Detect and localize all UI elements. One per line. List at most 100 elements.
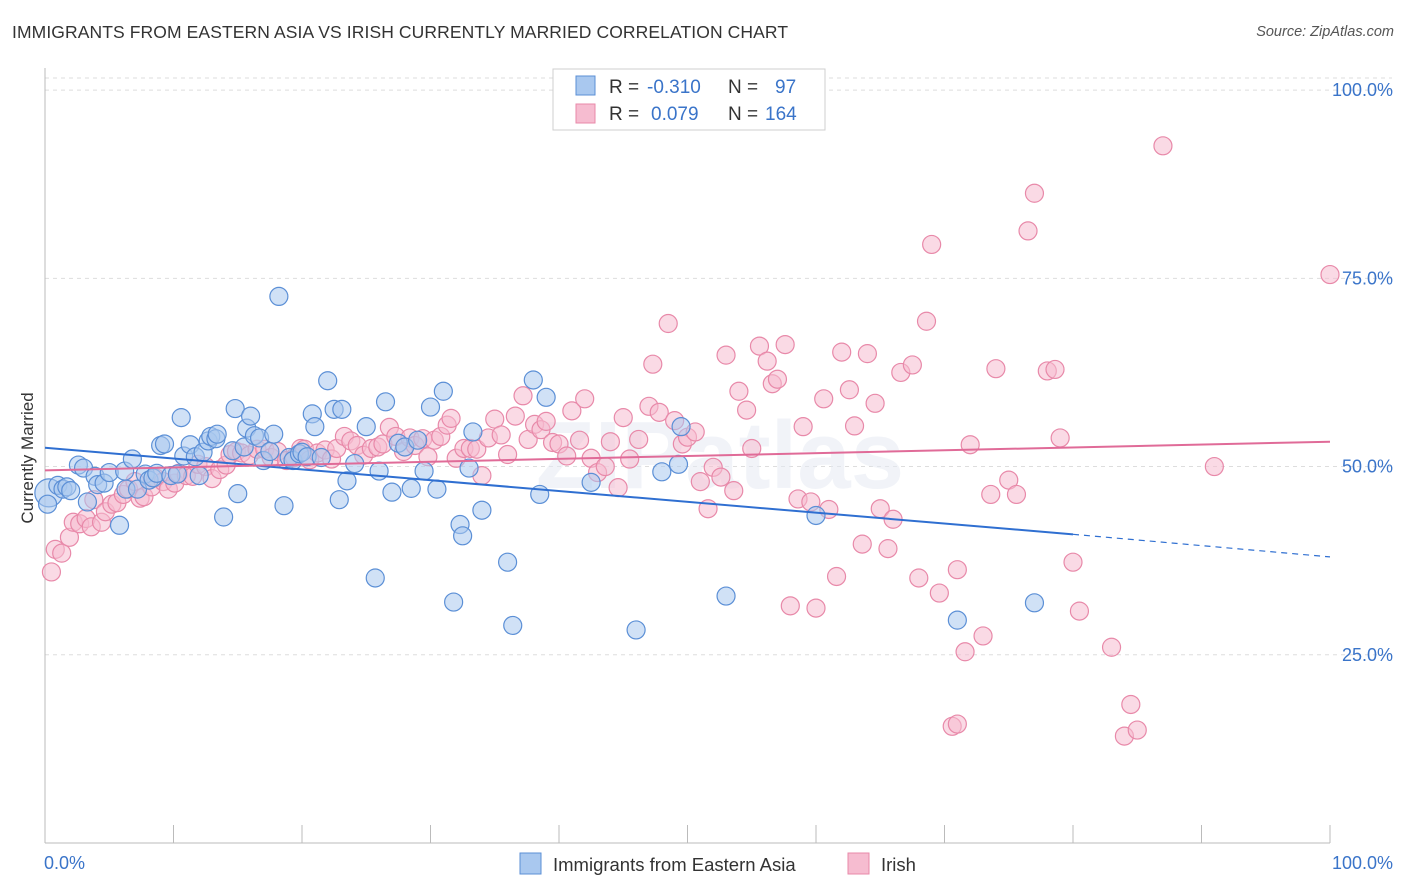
eastern-asia-point [472, 500, 492, 520]
eastern-asia-point [225, 398, 245, 419]
y-tick-label: 50.0% [1342, 457, 1393, 477]
eastern-asia-point [498, 552, 518, 572]
irish-point [1153, 136, 1173, 156]
legend-r-value: -0.310 [647, 77, 701, 98]
irish-point [620, 449, 640, 469]
eastern-asia-point [37, 494, 58, 514]
eastern-asia-point [305, 417, 325, 437]
irish-point [1204, 456, 1224, 477]
irish-point [737, 400, 757, 420]
eastern-asia-point [189, 465, 209, 486]
irish-point [857, 344, 878, 364]
eastern-asia-point [207, 424, 227, 444]
irish-point [839, 380, 860, 400]
x-tick-label: 100.0% [1332, 853, 1393, 873]
eastern-asia-point [382, 482, 402, 502]
irish-point [690, 472, 710, 492]
eastern-asia-point [581, 472, 601, 492]
irish-point [41, 562, 62, 582]
eastern-asia-point [716, 586, 736, 606]
eastern-asia-point [154, 434, 175, 454]
irish-point [844, 416, 865, 436]
irish-point [757, 351, 777, 371]
irish-point [955, 642, 975, 662]
legend-n-label: N = [728, 104, 758, 125]
irish-point [1320, 264, 1340, 285]
irish-point [793, 417, 813, 437]
irish-point [629, 429, 649, 450]
eastern-asia-point [414, 461, 434, 481]
irish-point [916, 311, 937, 331]
irish-point [780, 596, 800, 616]
irish-point [1045, 359, 1065, 380]
irish-point [986, 359, 1006, 379]
eastern-asia-point [671, 417, 691, 437]
eastern-asia-point [459, 458, 479, 478]
gridlines [45, 77, 1392, 656]
irish-point [724, 481, 744, 501]
legend-item-eastern-asia-swatch [519, 852, 542, 875]
stats-legend: R = -0.310 N = 97 R = 0.079 N = 164 [552, 68, 826, 131]
irish-point [832, 342, 852, 362]
eastern-asia-point [652, 462, 672, 482]
eastern-asia-point [453, 526, 473, 546]
eastern-asia-point [171, 408, 191, 428]
legend-swatch-blue [575, 75, 596, 96]
irish-point [441, 408, 461, 428]
eastern-asia-point [228, 484, 248, 504]
irish-point [902, 355, 922, 375]
irish-point [608, 478, 628, 498]
irish-point [1063, 552, 1083, 572]
irish-point [52, 543, 72, 563]
eastern-asia-point [433, 381, 453, 401]
eastern-asia-point [214, 507, 234, 527]
tick-labels: 25.0% 50.0% 75.0% 100.0% 0.0% 100.0% [44, 80, 1393, 873]
eastern-asia-point [806, 505, 826, 526]
irish-point [1018, 221, 1038, 241]
irish-point [513, 386, 533, 406]
eastern-asia-point [1024, 593, 1045, 613]
irish-point [575, 389, 595, 409]
eastern-asia-point [332, 399, 352, 419]
irish-point [767, 369, 788, 389]
irish-trendline [44, 440, 1331, 472]
irish-point [929, 583, 949, 603]
eastern-asia-point [401, 478, 421, 498]
irish-point [826, 566, 847, 587]
trendlines [44, 440, 1331, 558]
eastern-asia-point [420, 397, 441, 417]
irish-point [878, 539, 898, 559]
eastern-asia-point [503, 615, 523, 636]
irish-point [600, 432, 621, 452]
irish-point [643, 354, 663, 374]
y-tick-label: 100.0% [1332, 80, 1393, 100]
irish-point [749, 336, 770, 356]
irish-point [536, 411, 556, 431]
irish-point [1069, 601, 1090, 621]
irish-point [1006, 484, 1027, 505]
irish-point [1024, 183, 1045, 203]
irish-point [973, 626, 993, 646]
eastern-asia-point [311, 447, 331, 468]
eastern-asia-points [34, 286, 1045, 640]
irish-point [557, 446, 577, 466]
eastern-asia-point [77, 492, 98, 512]
irish-point [960, 435, 980, 455]
eastern-asia-point [264, 424, 284, 444]
legend-n-value: 97 [775, 77, 796, 98]
axes [44, 68, 1331, 844]
eastern-asia-point [463, 422, 483, 442]
legend-swatch-pink [575, 103, 596, 124]
eastern-asia-point [444, 592, 464, 612]
irish-point [562, 401, 582, 421]
irish-point [947, 560, 967, 580]
legend-item-irish: Irish [881, 854, 916, 875]
eastern-asia-point [947, 610, 967, 630]
irish-point [947, 714, 967, 734]
eastern-asia-trendline [44, 446, 1074, 536]
eastern-asia-point [109, 515, 130, 535]
eastern-asia-point [536, 387, 556, 407]
legend-r-label: R = [609, 104, 639, 125]
eastern-asia-point [329, 490, 349, 510]
x-tick-label: 0.0% [44, 853, 85, 873]
